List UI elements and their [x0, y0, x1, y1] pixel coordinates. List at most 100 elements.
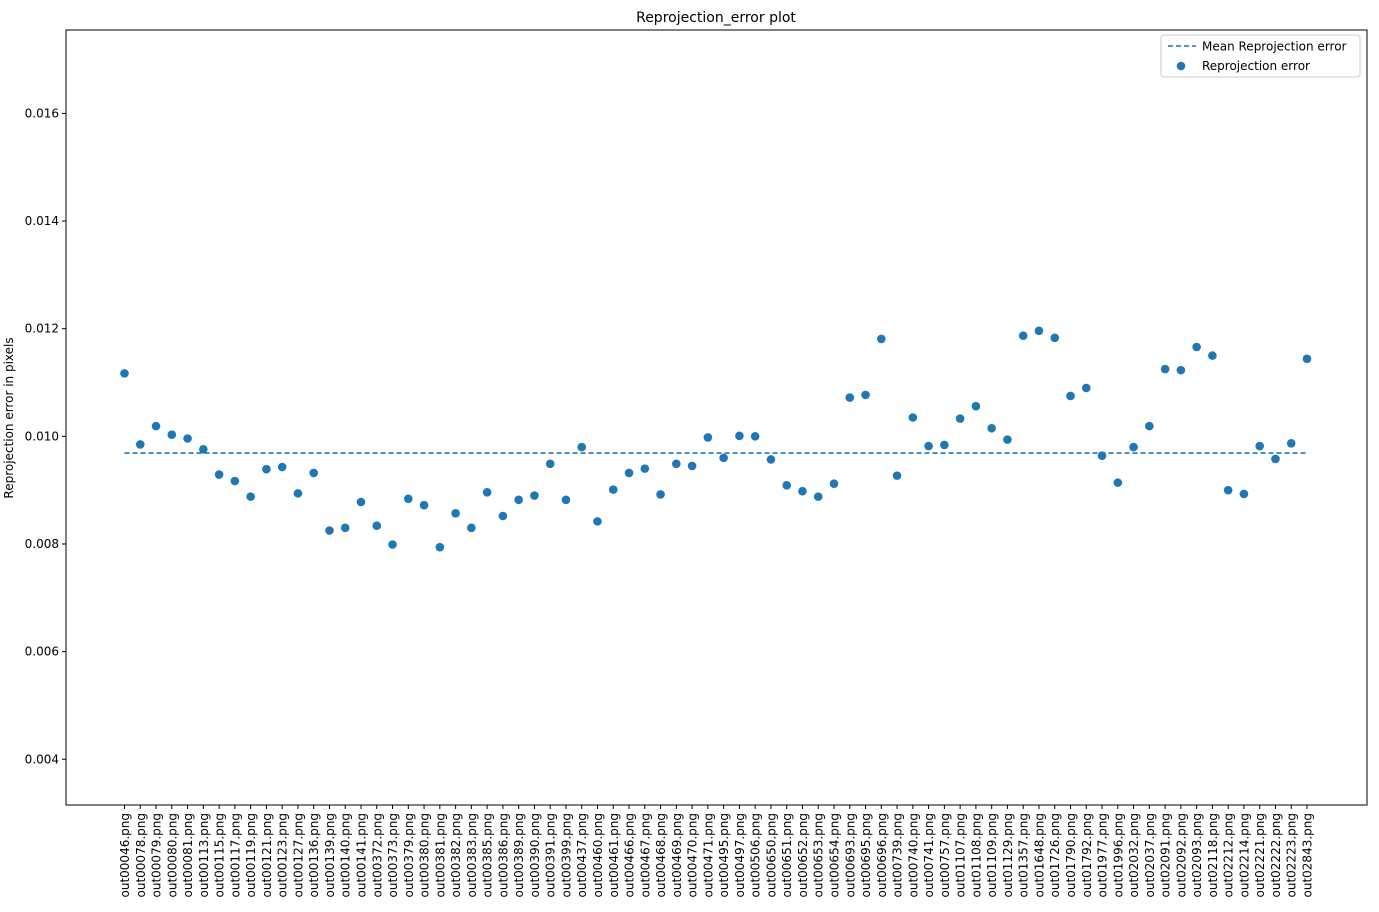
x-tick-label: out01977.png: [1096, 813, 1110, 897]
data-point: [388, 540, 397, 549]
x-tick-label: out00470.png: [686, 813, 700, 897]
x-tick-label: out00115.png: [213, 813, 227, 897]
data-point: [1160, 364, 1170, 374]
x-tick-label: out00469.png: [670, 813, 684, 897]
x-tick-label: out01357.png: [1017, 813, 1031, 897]
data-point: [813, 492, 823, 501]
legend-label-mean: Mean Reprojection error: [1202, 40, 1347, 54]
legend-marker-dot-icon: [1176, 61, 1186, 71]
x-tick-label: out00390.png: [528, 813, 542, 897]
data-point: [482, 488, 492, 497]
data-point: [782, 481, 791, 490]
data-point: [1034, 326, 1044, 336]
x-tick-label: out00372.png: [370, 813, 384, 897]
x-tick-label: out00696.png: [875, 813, 889, 897]
y-axis-label: Reprojection error in pixels: [2, 337, 16, 498]
x-tick-label: out00121.png: [260, 813, 274, 897]
x-tick-label: out00123.png: [276, 813, 290, 897]
x-tick-label: out00460.png: [591, 813, 605, 897]
x-tick-label: out00081.png: [181, 813, 195, 897]
x-tick-label: out00117.png: [228, 813, 242, 897]
data-point: [246, 492, 255, 501]
data-point: [1192, 342, 1201, 352]
x-tick-label: out01996.png: [1111, 813, 1125, 897]
data-point: [577, 442, 587, 452]
data-point: [1239, 489, 1249, 499]
x-tick-label: out00127.png: [291, 813, 305, 897]
x-tick-label: out01790.png: [1064, 813, 1078, 897]
x-tick-label: out02091.png: [1159, 813, 1173, 897]
x-tick-label: out00693.png: [843, 813, 857, 897]
x-tick-label: out00385.png: [481, 813, 495, 897]
x-tick-label: out00497.png: [733, 813, 747, 897]
x-tick-label: out02223.png: [1285, 813, 1299, 897]
x-tick-label: out02032.png: [1127, 813, 1141, 897]
data-point: [845, 393, 855, 402]
data-point: [656, 490, 665, 499]
x-tick-label: out00382.png: [449, 813, 463, 897]
x-tick-label: out01107.png: [954, 813, 968, 897]
data-point: [309, 468, 319, 478]
x-tick-label: out00471.png: [701, 813, 715, 897]
data-point: [687, 461, 697, 471]
x-tick-label: out00650.png: [764, 813, 778, 897]
data-point: [561, 495, 571, 505]
data-point: [262, 464, 271, 474]
data-point: [1129, 442, 1138, 452]
data-point: [1145, 421, 1154, 431]
data-point: [608, 485, 618, 494]
x-tick-label: out00651.png: [780, 813, 794, 897]
legend-label-points: Reprojection error: [1202, 59, 1310, 73]
x-tick-label: out00391.png: [544, 813, 558, 897]
data-point: [135, 440, 145, 449]
x-tick-label: out00113.png: [197, 813, 211, 897]
data-point: [435, 542, 445, 552]
x-tick-label: out00399.png: [559, 813, 573, 897]
x-tick-label: out01108.png: [969, 813, 983, 897]
data-point: [892, 471, 902, 480]
legend-box: [1160, 34, 1361, 78]
data-point: [1286, 439, 1296, 448]
data-point: [766, 455, 776, 464]
y-tick-label: 0.016: [25, 106, 59, 120]
x-axis: out00046.png out00078.png out00079.png out0…: [118, 805, 1315, 897]
data-point: [1271, 454, 1280, 464]
data-point: [1050, 333, 1060, 343]
data-point: [829, 479, 839, 488]
plot-frame: [65, 29, 1368, 806]
x-tick-label: out00046.png: [118, 813, 132, 897]
data-point: [1066, 391, 1075, 401]
data-point: [340, 523, 350, 533]
x-tick-label: out01648.png: [1032, 813, 1046, 897]
data-point: [214, 470, 224, 479]
x-tick-label: out01109.png: [985, 813, 999, 897]
data-point: [451, 508, 460, 518]
x-tick-label: out00461.png: [607, 813, 621, 897]
x-tick-label: out00506.png: [749, 813, 763, 897]
x-tick-label: out02212.png: [1222, 813, 1236, 897]
data-point: [908, 413, 918, 422]
data-point: [325, 526, 334, 535]
data-point: [120, 369, 129, 378]
x-tick-label: out02118.png: [1206, 813, 1220, 897]
data-point: [293, 489, 303, 498]
x-tick-label: out00381.png: [433, 813, 447, 897]
x-tick-label: out00757.png: [938, 813, 952, 897]
data-point: [230, 476, 240, 486]
y-axis: 0.004 0.006 0.008 0.010 0.012 0.014 0.016: [25, 106, 66, 766]
x-tick-label: out01129.png: [1001, 813, 1015, 897]
x-tick-label: out00468.png: [654, 813, 668, 897]
x-tick-label: out00380.png: [418, 813, 432, 897]
y-tick-label: 0.006: [25, 645, 59, 659]
data-point: [1003, 435, 1012, 444]
data-point: [703, 433, 713, 442]
x-tick-label: out02222.png: [1269, 813, 1283, 897]
data-point: [498, 511, 508, 521]
data-point: [1018, 331, 1028, 340]
data-point: [530, 491, 539, 500]
x-tick-label: out02093.png: [1190, 813, 1204, 897]
data-point: [940, 440, 949, 450]
x-tick-label: out00080.png: [165, 813, 179, 897]
x-tick-label: out02214.png: [1237, 813, 1251, 897]
data-point: [545, 459, 555, 469]
